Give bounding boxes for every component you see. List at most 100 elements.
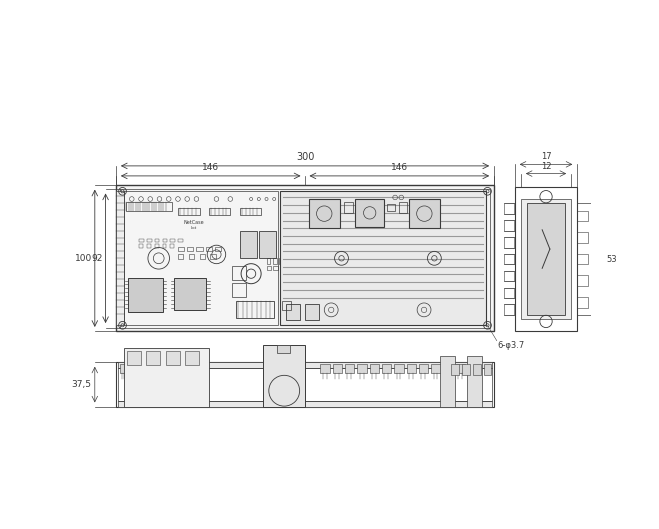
Bar [187, 247, 193, 251]
Bar [131, 364, 138, 373]
Bar [163, 239, 167, 242]
Bar [285, 258, 289, 263]
Text: 300: 300 [296, 152, 314, 162]
Bar [394, 364, 403, 373]
Bar [118, 401, 492, 407]
Bar [196, 364, 204, 373]
Bar [451, 364, 459, 375]
Bar [155, 239, 159, 242]
Bar [577, 254, 588, 264]
Bar [163, 244, 167, 248]
Bar [117, 185, 494, 332]
Bar [128, 278, 163, 312]
Bar [209, 208, 231, 215]
Bar [577, 211, 588, 221]
Bar [240, 231, 256, 258]
Bar [236, 300, 274, 317]
Bar [280, 266, 285, 270]
Bar [178, 208, 200, 215]
Bar [152, 364, 160, 373]
Bar [467, 356, 482, 407]
Text: 53: 53 [607, 254, 617, 263]
Bar [142, 364, 150, 373]
Bar [200, 254, 205, 259]
Bar [419, 364, 428, 373]
Bar [343, 202, 353, 213]
Bar [127, 351, 141, 366]
Bar [140, 244, 143, 248]
Bar [515, 187, 577, 331]
Bar [170, 244, 174, 248]
Bar [163, 364, 171, 373]
Bar [118, 368, 492, 401]
Bar [170, 239, 175, 242]
Bar [345, 364, 355, 373]
Text: 17: 17 [541, 152, 552, 161]
Bar [188, 254, 194, 259]
Bar [431, 364, 440, 373]
Bar [440, 356, 455, 407]
Bar [174, 364, 182, 373]
Bar [503, 271, 515, 281]
Bar [462, 364, 470, 375]
Text: 146: 146 [391, 163, 408, 172]
Bar [503, 305, 515, 315]
Bar [320, 364, 330, 373]
Bar [178, 239, 183, 242]
Bar [382, 364, 391, 373]
Text: Lot: Lot [190, 226, 196, 230]
Bar [146, 351, 160, 366]
Bar [120, 189, 490, 327]
Bar [527, 203, 565, 315]
Bar [277, 345, 291, 353]
Bar [456, 364, 465, 373]
Bar [286, 305, 300, 320]
Bar [282, 300, 291, 310]
Bar [185, 364, 192, 373]
Bar [266, 266, 271, 270]
Bar [273, 258, 277, 263]
Bar [140, 239, 144, 242]
Bar [503, 237, 515, 248]
Bar [279, 191, 486, 325]
Bar [444, 364, 453, 373]
Text: NetCase: NetCase [183, 220, 204, 225]
Bar [355, 199, 384, 227]
Bar [357, 364, 366, 373]
Text: 37,5: 37,5 [72, 380, 92, 389]
Bar [333, 364, 342, 373]
Bar [407, 364, 416, 373]
Bar [147, 244, 151, 248]
Bar [577, 275, 588, 286]
Bar [503, 203, 515, 214]
Bar [117, 362, 494, 407]
Bar [279, 258, 283, 263]
Bar [521, 199, 571, 319]
Bar [196, 247, 202, 251]
Bar [117, 191, 124, 325]
Bar [503, 220, 515, 231]
Bar [240, 208, 261, 215]
Bar [370, 364, 379, 373]
Bar [266, 258, 270, 263]
Bar [232, 266, 246, 280]
Text: 100: 100 [74, 254, 92, 263]
Bar [185, 351, 199, 366]
Bar [124, 191, 278, 325]
Bar [118, 362, 492, 368]
Bar [232, 283, 246, 297]
Bar [473, 364, 480, 375]
Bar [178, 247, 184, 251]
Bar [305, 305, 319, 320]
Bar [503, 288, 515, 298]
Bar [387, 204, 395, 211]
Text: 12: 12 [541, 161, 552, 170]
Bar [503, 254, 515, 264]
Bar [155, 244, 159, 248]
Bar [165, 351, 179, 366]
Bar [147, 239, 152, 242]
Bar [399, 202, 407, 213]
Bar [124, 349, 209, 407]
Bar [259, 231, 275, 258]
Bar [120, 364, 128, 373]
